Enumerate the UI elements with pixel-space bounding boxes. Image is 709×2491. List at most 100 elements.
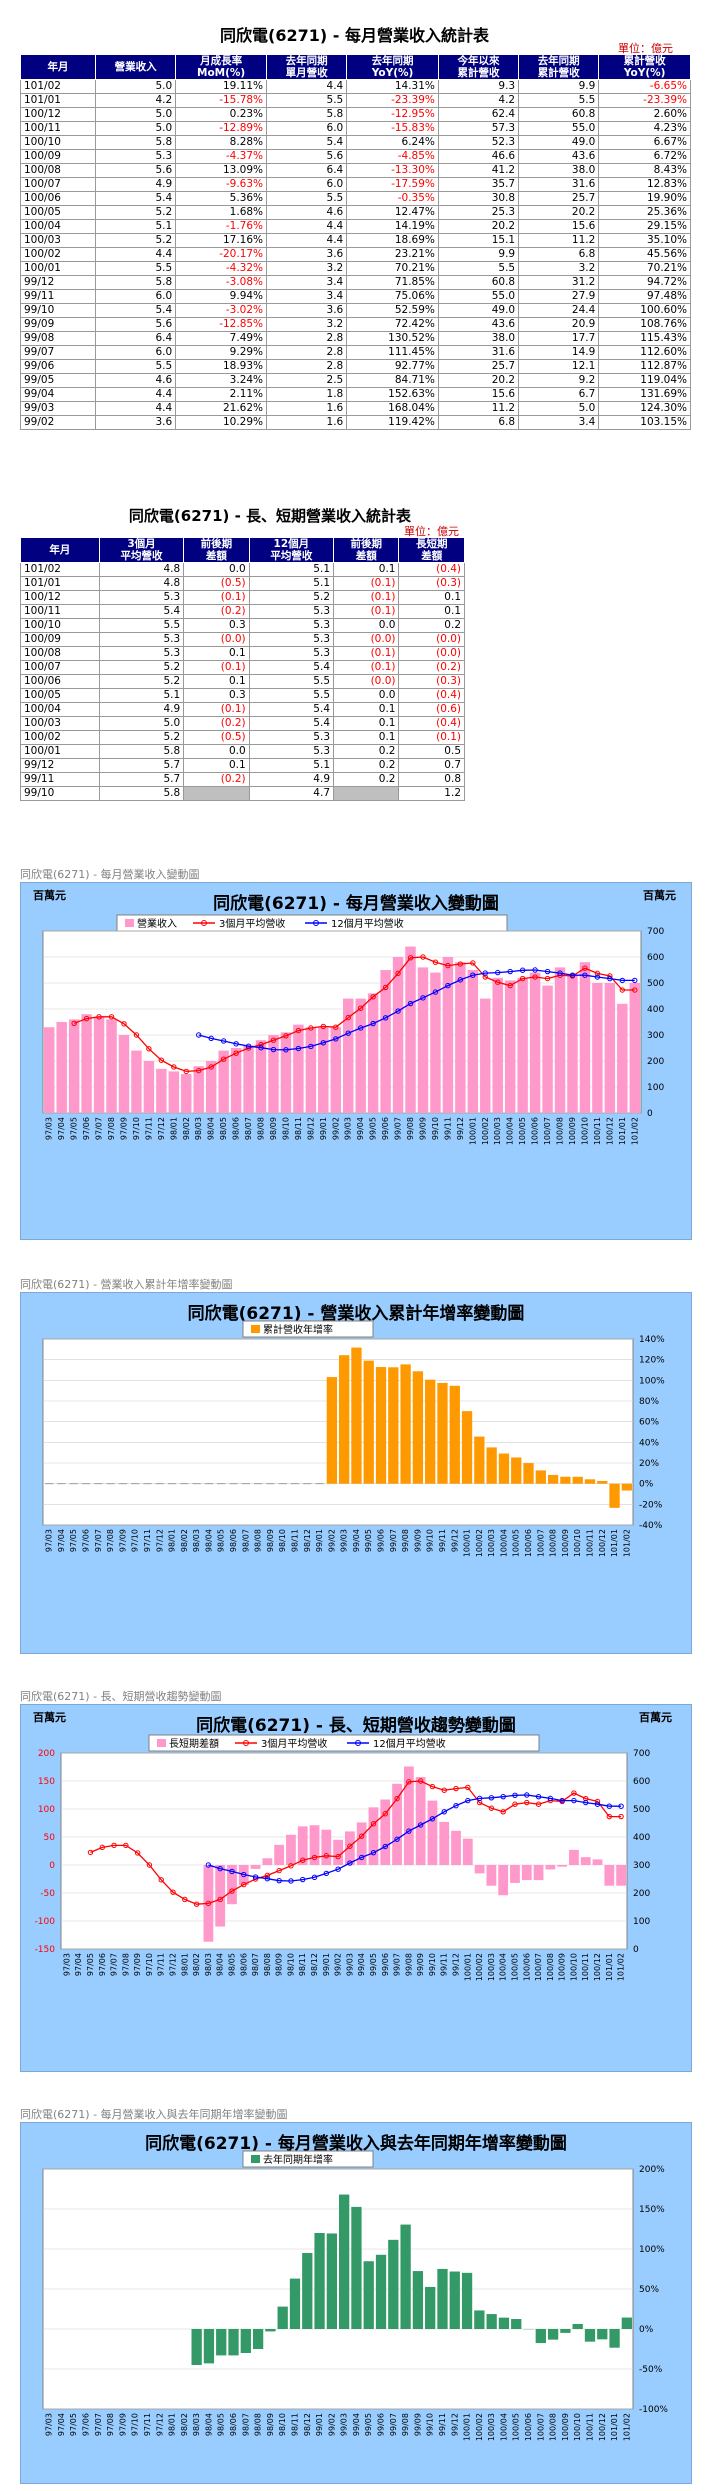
table-cell: 5.3 [248, 730, 335, 745]
table-cell: 1.2 [398, 786, 465, 801]
table-cell: 3.6 [94, 415, 177, 430]
table2-header-4: 前後期 差額 [332, 537, 400, 563]
table-cell: 0.2 [332, 744, 400, 759]
table-cell: 1.6 [266, 415, 348, 430]
table-cell: 101/01 [20, 93, 96, 108]
table-cell: 12.83% [598, 177, 691, 192]
table-cell: -20.17% [175, 247, 268, 262]
line-point [632, 987, 638, 993]
table1-header-1: 營業收入 [94, 54, 177, 80]
table-cell: -4.85% [346, 149, 439, 164]
table-cell: 5.5 [266, 93, 348, 108]
table-cell: -6.65% [598, 79, 691, 94]
line-point [158, 1057, 165, 1063]
unit-label-right: 百萬元 [639, 1710, 672, 1724]
revenue-bar [81, 1014, 92, 1113]
y-tick-label-right: 0 [633, 1945, 639, 1955]
x-tick-label: 98/05 [219, 1117, 228, 1140]
table-cell: 4.4 [266, 219, 348, 234]
line-point [618, 1813, 624, 1820]
revenue-bar [492, 977, 503, 1113]
yoy-bar [535, 1470, 546, 1484]
table-cell: 41.2 [437, 163, 520, 178]
y-tick-label: -40% [639, 1521, 663, 1531]
yoy-bar [351, 1347, 362, 1484]
table-cell: 152.63% [346, 387, 439, 402]
table-cell: 0.1 [332, 730, 400, 745]
table-cell: 4.4 [266, 233, 348, 248]
x-tick-label: 100/08 [556, 1117, 565, 1145]
yoy-bar [486, 2314, 497, 2329]
revenue-bar [380, 970, 391, 1113]
line-point [220, 1038, 227, 1044]
y-tick-label-left: -50 [40, 1889, 55, 1899]
table-cell: (0.2) [398, 660, 465, 675]
revenue-bar [230, 1048, 242, 1113]
x-tick-label: 97/12 [169, 1953, 178, 1976]
line-point [288, 1863, 294, 1869]
line-point [607, 975, 613, 982]
chart3-caption: 同欣電(6271) - 長、短期營收趨勢變動圖 [20, 1690, 222, 1703]
chart4-caption: 同欣電(6271) - 每月營業收入與去年同期年增率變動圖 [20, 2108, 288, 2121]
line-point [407, 1000, 414, 1007]
line-point [283, 1033, 289, 1039]
table-cell: (0.0) [183, 632, 250, 647]
x-tick-label: 98/08 [263, 1953, 272, 1976]
line-point [233, 1050, 239, 1056]
diff-bar [451, 1830, 461, 1865]
x-tick-label: 99/07 [389, 1529, 398, 1552]
diff-bar [498, 1865, 509, 1896]
revenue-bar [131, 1050, 142, 1113]
y-tick-label: 500 [647, 979, 664, 989]
table-cell: (0.3) [398, 674, 465, 689]
table1-unit: 單位：億元 [618, 42, 673, 55]
line-point [488, 1805, 495, 1811]
line-point [205, 1900, 212, 1907]
revenue-bar [417, 967, 429, 1113]
table-cell: 4.4 [94, 387, 177, 402]
table-cell: 15.6 [437, 387, 520, 402]
x-tick-label: 100/12 [605, 1117, 614, 1145]
x-tick-label: 97/11 [143, 2413, 152, 2436]
x-tick-label: 99/08 [401, 1529, 410, 1552]
table-cell: 99/11 [20, 289, 96, 304]
line-point [417, 1822, 424, 1828]
table-cell: 100/01 [20, 261, 96, 276]
x-tick-label: 98/09 [266, 2413, 275, 2436]
table-cell: 4.7 [248, 786, 335, 801]
table-cell: 100/04 [20, 219, 96, 234]
table-cell: 25.7 [437, 359, 520, 374]
y-tick-label-right: 400 [633, 1833, 650, 1843]
x-tick-label: 97/05 [69, 1529, 78, 1552]
line-point [295, 1045, 302, 1052]
table-cell: 5.1 [248, 576, 335, 591]
line-point [87, 1849, 94, 1856]
table-cell: 5.3 [248, 646, 335, 661]
table-cell: -4.37% [175, 149, 268, 164]
x-tick-label: 99/11 [440, 1953, 449, 1976]
table-cell: 0.2 [398, 618, 465, 633]
yoy-bar [511, 2319, 522, 2329]
x-tick-label: 101/02 [622, 2413, 631, 2441]
yoy-bar [437, 2268, 448, 2329]
table-cell: -3.08% [175, 275, 268, 290]
line-point [507, 968, 513, 975]
line-point [495, 979, 501, 985]
line-point [432, 959, 439, 965]
x-tick-label: 99/06 [381, 1953, 390, 1976]
line-point [333, 1024, 339, 1030]
revenue-bar [604, 983, 616, 1113]
yoy-bar [560, 2329, 571, 2333]
table1-header-4: 去年同期 YoY(%) [346, 54, 439, 80]
line-point [582, 965, 588, 971]
legend-box [242, 1320, 374, 1338]
table1-header-2: 月成長率 MoM(%) [175, 54, 268, 80]
table-cell: 5.6 [266, 149, 348, 164]
table-cell: 18.93% [175, 359, 268, 374]
table-cell: 0.7 [398, 758, 465, 773]
legend-box [242, 2150, 374, 2168]
x-tick-label: 99/07 [394, 1117, 403, 1140]
table-cell: (0.1) [332, 660, 400, 675]
x-tick-label: 99/08 [406, 1117, 415, 1140]
